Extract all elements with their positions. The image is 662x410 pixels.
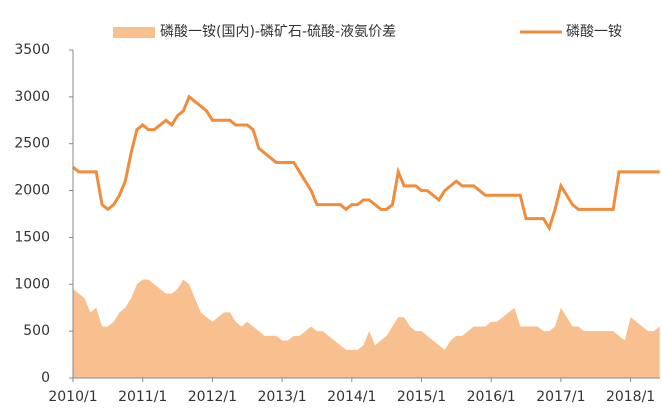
area [73,279,660,378]
y-tick-label: 0 [41,370,50,386]
x-tick-label: 2012/1 [188,389,237,405]
x-tick-label: 2018/1 [606,389,655,405]
x-tick-label: 2016/1 [467,389,516,405]
x-tick-label: 2013/1 [257,389,306,405]
legend-label: 磷酸一铵 [566,24,622,40]
legend-swatch [113,27,155,38]
x-tick-label: 2011/1 [118,389,167,405]
x-tick-label: 2015/1 [397,389,446,405]
y-tick-label: 500 [23,323,50,339]
y-tick-label: 2000 [14,183,50,199]
line [72,94,660,232]
y-tick-label: 3500 [14,42,50,58]
y-tick-label: 2500 [14,136,50,152]
y-tick-label: 1500 [14,229,50,245]
x-tick-label: 2014/1 [327,389,376,405]
y-tick-label: 1000 [14,276,50,292]
legend-label: 磷酸一铵(国内)-磷矿石-硫酸-液氨价差 [160,24,396,40]
x-tick-label: 2017/1 [536,389,585,405]
x-tick-label: 2010/1 [48,389,97,405]
y-tick-label: 3000 [14,89,50,105]
